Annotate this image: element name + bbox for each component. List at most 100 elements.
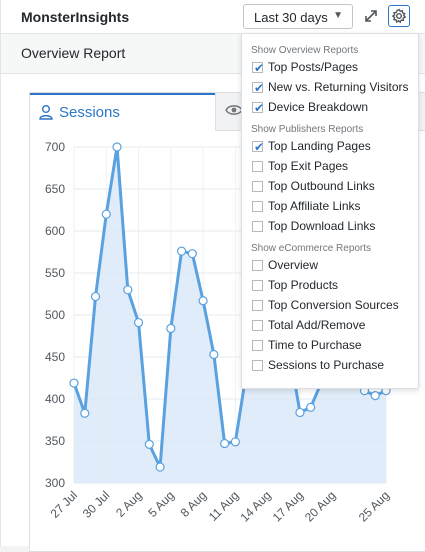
- x-tick-label: 5 Aug: [145, 488, 177, 520]
- x-tick-label: 27 Jul: [48, 488, 81, 521]
- date-range-label: Last 30 days: [254, 10, 328, 25]
- report-toggle-label: Device Breakdown: [268, 100, 369, 114]
- report-settings-dropdown: Show Overview Reports ✔ Top Posts/Pages ✔ Ne…: [241, 33, 419, 389]
- report-toggle-label: Top Conversion Sources: [268, 298, 399, 312]
- checkbox[interactable]: [252, 300, 263, 311]
- settings-button[interactable]: [388, 5, 410, 27]
- dropdown-section-title: Show eCommerce Reports: [251, 243, 372, 254]
- checkbox[interactable]: [252, 260, 263, 271]
- report-toggle-item[interactable]: ✔ Device Breakdown: [251, 99, 416, 117]
- checkbox[interactable]: ✔: [252, 102, 264, 114]
- data-point: [209, 349, 219, 360]
- report-toggle-label: Time to Purchase: [268, 338, 362, 352]
- x-tick-label: 17 Aug: [270, 488, 306, 524]
- y-tick-label: 350: [45, 434, 65, 448]
- y-tick-label: 300: [45, 476, 65, 490]
- widget-header: MonsterInsights Last 30 days ▼: [1, 0, 425, 34]
- checkbox[interactable]: [252, 320, 263, 331]
- user-icon: [39, 105, 53, 120]
- tab-sessions-label: Sessions: [59, 104, 120, 121]
- checkbox[interactable]: ✔: [252, 140, 265, 154]
- report-toggle-label: Top Products: [268, 278, 339, 292]
- y-tick-label: 550: [45, 266, 65, 280]
- report-toggle-label: Sessions to Purchase: [268, 358, 385, 372]
- expand-icon[interactable]: [362, 7, 380, 25]
- gear-icon: [391, 8, 407, 24]
- y-tick-label: 500: [45, 308, 65, 322]
- data-point: [112, 142, 122, 152]
- checkmark-icon: ✔: [254, 81, 265, 95]
- report-toggle-item[interactable]: Overview: [251, 257, 416, 275]
- data-point: [198, 296, 208, 306]
- data-point: [176, 246, 187, 256]
- checkbox[interactable]: ✔: [252, 61, 265, 75]
- checkmark-icon: ✔: [254, 140, 265, 154]
- data-point: [155, 462, 165, 472]
- report-title: Overview Report: [21, 45, 126, 61]
- x-tick-label: 14 Aug: [237, 488, 273, 524]
- data-point: [220, 438, 230, 449]
- report-toggle-item[interactable]: Top Affiliate Links: [251, 198, 416, 216]
- report-toggle-item[interactable]: Top Download Links: [251, 218, 416, 236]
- brand-title: MonsterInsights: [21, 9, 130, 25]
- series-area: [74, 147, 386, 483]
- data-point: [306, 402, 316, 412]
- report-toggle-item[interactable]: Time to Purchase: [251, 337, 416, 355]
- report-toggle-item[interactable]: Top Conversion Sources: [251, 297, 416, 315]
- dropdown-section-title: Show Overview Reports: [251, 45, 359, 56]
- x-tick-label: 25 Aug: [356, 488, 392, 524]
- report-toggle-item[interactable]: ✔ Top Posts/Pages: [251, 59, 416, 77]
- report-toggle-label: Top Exit Pages: [268, 159, 349, 173]
- data-point: [144, 439, 154, 449]
- report-toggle-item[interactable]: Top Outbound Links: [251, 178, 416, 196]
- data-point: [80, 408, 90, 418]
- report-toggle-item[interactable]: ✔ New vs. Returning Visitors: [251, 79, 416, 97]
- checkbox[interactable]: [252, 201, 263, 212]
- tab-sessions[interactable]: Sessions: [30, 93, 215, 131]
- data-point: [123, 285, 133, 295]
- checkmark-icon: ✔: [254, 61, 265, 75]
- report-toggle-item[interactable]: ✔ Top Landing Pages: [251, 138, 416, 156]
- report-toggle-item[interactable]: Total Add/Remove: [251, 317, 416, 335]
- data-point: [295, 407, 305, 418]
- data-point: [101, 209, 111, 219]
- x-tick-label: 2 Aug: [113, 488, 145, 520]
- chevron-down-icon: ▼: [333, 10, 343, 21]
- x-tick-label: 30 Jul: [80, 488, 113, 521]
- date-range-select[interactable]: Last 30 days ▼: [243, 4, 353, 29]
- y-tick-label: 600: [45, 224, 65, 238]
- data-point: [133, 317, 144, 328]
- checkbox[interactable]: ✔: [252, 81, 265, 95]
- data-point: [370, 391, 380, 401]
- data-point: [166, 323, 176, 334]
- report-toggle-label: Top Download Links: [268, 219, 376, 233]
- y-tick-label: 650: [45, 182, 65, 196]
- y-tick-label: 400: [45, 392, 65, 406]
- y-tick-label: 450: [45, 350, 65, 364]
- x-tick-label: 8 Aug: [178, 488, 210, 520]
- report-toggle-label: Top Posts/Pages: [268, 60, 359, 74]
- report-toggle-label: Overview: [268, 258, 319, 272]
- report-toggle-label: Total Add/Remove: [268, 318, 366, 332]
- data-point: [69, 378, 79, 388]
- data-point: [187, 249, 197, 259]
- checkbox[interactable]: [252, 221, 263, 232]
- report-toggle-label: Top Landing Pages: [268, 139, 371, 153]
- checkbox[interactable]: [252, 161, 263, 172]
- data-point: [230, 437, 240, 447]
- report-toggle-label: Top Outbound Links: [268, 179, 375, 193]
- checkbox[interactable]: [252, 181, 263, 192]
- dropdown-section-title: Show Publishers Reports: [251, 124, 364, 135]
- x-tick-label: 20 Aug: [302, 488, 338, 524]
- checkbox[interactable]: [252, 340, 263, 351]
- report-toggle-item[interactable]: Top Exit Pages: [251, 158, 416, 176]
- report-toggle-label: Top Affiliate Links: [268, 199, 361, 213]
- checkbox[interactable]: [252, 280, 263, 291]
- checkbox[interactable]: [252, 360, 263, 371]
- data-point: [90, 291, 101, 302]
- y-tick-label: 700: [45, 140, 65, 154]
- report-toggle-item[interactable]: Sessions to Purchase: [251, 357, 416, 375]
- report-toggle-item[interactable]: Top Products: [251, 277, 416, 295]
- x-tick-label: 11 Aug: [206, 488, 242, 524]
